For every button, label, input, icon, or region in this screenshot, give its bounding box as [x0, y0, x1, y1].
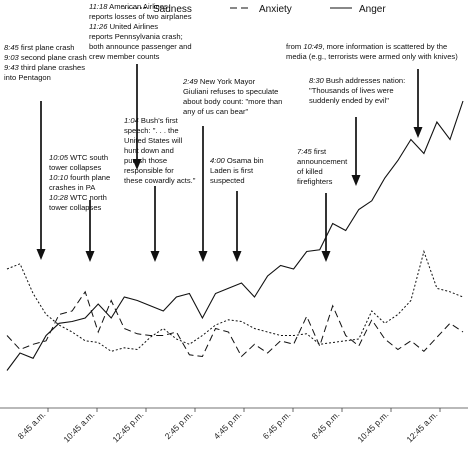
annotation-line: "Thousands of lives were [309, 86, 394, 95]
annotation-line: 10:10 fourth plane [49, 173, 110, 182]
annotation-line: hunt down and [124, 146, 174, 155]
x-tick-label: 12:45 p.m. [110, 409, 145, 444]
x-tick-label: 8:45 p.m. [310, 409, 342, 441]
annotation-arrow-head [198, 251, 208, 262]
annotation-line: 1:04 Bush's first [124, 116, 179, 125]
annotation-line: announcement [297, 157, 348, 166]
series-line-anger [6, 100, 464, 371]
series-line-anxiety [6, 290, 464, 358]
annotation-line: these cowardly acts." [124, 176, 196, 185]
annotation-line: 11:26 United Airlines [89, 22, 158, 31]
annotation-line: 10:05 WTC south [49, 153, 108, 162]
x-tick-label: 10:45 p.m. [355, 409, 390, 444]
annotation-line: both announce passenger and [89, 42, 192, 51]
x-tick-label: 12:45 a.m. [404, 409, 439, 444]
annotation-line: crashes in PA [49, 183, 96, 192]
annotation-line: 8:45 first plane crash [4, 43, 75, 52]
annotation-line: into Pentagon [4, 73, 51, 82]
annotation-line: from 10:49, more information is scattere… [286, 42, 447, 51]
annotation-arrow-head [232, 251, 242, 262]
annotation-line: suspected [210, 176, 245, 185]
annotation-line: 7:45 first [297, 147, 327, 156]
annotation-line: tower collapses [49, 163, 102, 172]
annotation-line: 9:03 second plane crash [4, 53, 87, 62]
annotation-9: from 10:49, more information is scattere… [286, 42, 458, 61]
annotation-line: Giuliani refuses to speculate [183, 87, 278, 96]
x-tick-label: 8:45 a.m. [16, 409, 48, 441]
annotation-arrow-head [351, 175, 361, 186]
annotation-line: 8:30 Bush addresses nation: [309, 76, 405, 85]
annotation-line: reports Pennsylvania crash; [89, 32, 183, 41]
annotation-line: reports losses of two airplanes [89, 12, 192, 21]
annotation-line: 10:28 WTC north [49, 193, 107, 202]
x-tick-label: 2:45 p.m. [163, 409, 195, 441]
annotation-line: 11:18 American Airlines [89, 2, 168, 11]
annotation-arrow-head [85, 251, 95, 262]
annotation-line: 4:00 Osama bin [210, 156, 264, 165]
legend-label-anxiety: Anxiety [259, 4, 292, 15]
annotation-arrow-head [321, 251, 331, 262]
annotation-arrow-head [150, 251, 160, 262]
annotation-arrows [36, 64, 423, 262]
annotation-line: media (e.g., terrorists were armed only … [286, 52, 458, 61]
series-lines [6, 100, 464, 371]
annotation-line: Laden is first [210, 166, 254, 175]
annotation-arrow-head [132, 159, 142, 170]
annotation-line: of killed [297, 167, 323, 176]
annotation-line: firefighters [297, 177, 333, 186]
annotation-line: speech: ". . . the [124, 126, 179, 135]
annotation-8: 8:30 Bush addresses nation:"Thousands of… [309, 76, 405, 105]
annotation-line: United States will [124, 136, 183, 145]
annotation-line: any of us can bear" [183, 107, 248, 116]
x-tick-label: 4:45 p.m. [212, 409, 244, 441]
annotation-arrow-head [36, 249, 46, 260]
annotation-line: crew member counts [89, 52, 160, 61]
annotation-line: punish those [124, 156, 167, 165]
x-tick-label: 6:45 p.m. [261, 409, 293, 441]
annotation-line: about body count: "more than [183, 97, 282, 106]
legend-label-anger: Anger [359, 4, 386, 15]
annotation-line: suddenly ended by evil" [309, 96, 389, 105]
annotation-line: 2:49 New York Mayor [182, 77, 256, 86]
x-tick-label: 10:45 a.m. [61, 409, 96, 444]
annotation-line: tower collapses [49, 203, 102, 212]
annotation-line: responsible for [124, 166, 174, 175]
series-line-sadness [6, 249, 464, 352]
annotation-arrow-head [413, 127, 423, 138]
legend: Sadness Anxiety Anger [124, 4, 386, 15]
x-axis: 8:45 a.m. 10:45 a.m. 12:45 p.m. 2:45 p.m. 4:… [0, 407, 468, 444]
legend-label-sadness: Sadness [153, 4, 192, 15]
annotation-line: 9:43 third plane crashes [4, 63, 85, 72]
